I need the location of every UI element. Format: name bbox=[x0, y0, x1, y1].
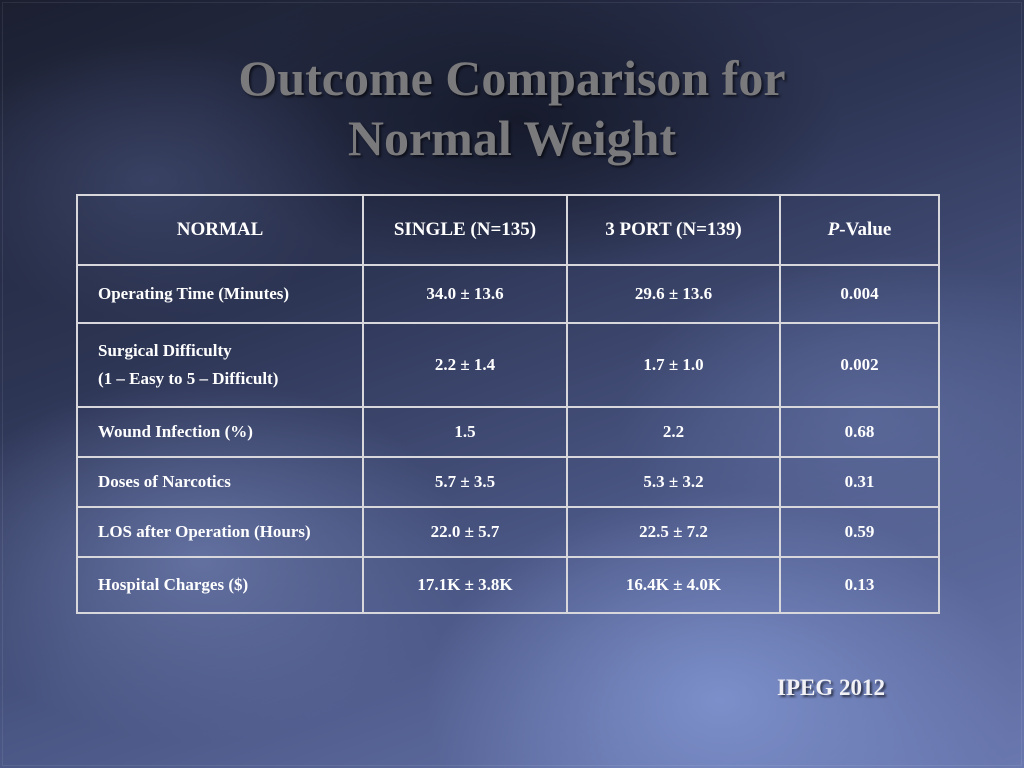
cell-single: 34.0 ± 13.6 bbox=[362, 264, 568, 324]
slide-title-line-1: Outcome Comparison for bbox=[238, 50, 786, 106]
row-label-line-2: (1 – Easy to 5 – Difficult) bbox=[98, 369, 279, 388]
table-row: Surgical Difficulty (1 – Easy to 5 – Dif… bbox=[76, 322, 940, 408]
outcome-table: NORMAL SINGLE (N=135) 3 PORT (N=139) P-V… bbox=[76, 194, 940, 614]
cell-3-port: 5.3 ± 3.2 bbox=[566, 456, 781, 508]
table-row: Wound Infection (%) 1.5 2.2 0.68 bbox=[76, 406, 940, 458]
slide-title: Outcome Comparison for Normal Weight bbox=[0, 48, 1024, 168]
row-label: Hospital Charges ($) bbox=[76, 556, 364, 614]
row-label: Doses of Narcotics bbox=[76, 456, 364, 508]
slide-title-line-2: Normal Weight bbox=[347, 110, 677, 166]
cell-p-value: 0.59 bbox=[779, 506, 940, 558]
header-p-letter: P bbox=[827, 219, 840, 240]
row-label: Operating Time (Minutes) bbox=[76, 264, 364, 324]
cell-p-value: 0.002 bbox=[779, 322, 940, 408]
footer-ipeg-label: IPEG 2012 bbox=[777, 675, 885, 700]
cell-p-value: 0.68 bbox=[779, 406, 940, 458]
row-label: Wound Infection (%) bbox=[76, 406, 364, 458]
cell-3-port: 1.7 ± 1.0 bbox=[566, 322, 781, 408]
header-single: SINGLE (N=135) bbox=[362, 194, 568, 266]
table-row: LOS after Operation (Hours) 22.0 ± 5.7 2… bbox=[76, 506, 940, 558]
cell-3-port: 16.4K ± 4.0K bbox=[566, 556, 781, 614]
header-normal: NORMAL bbox=[76, 194, 364, 266]
header-p-value: P-Value bbox=[779, 194, 940, 266]
table-row: Hospital Charges ($) 17.1K ± 3.8K 16.4K … bbox=[76, 556, 940, 614]
table-header-row: NORMAL SINGLE (N=135) 3 PORT (N=139) P-V… bbox=[76, 194, 940, 266]
cell-3-port: 22.5 ± 7.2 bbox=[566, 506, 781, 558]
row-label: LOS after Operation (Hours) bbox=[76, 506, 364, 558]
cell-single: 2.2 ± 1.4 bbox=[362, 322, 568, 408]
row-label: Surgical Difficulty (1 – Easy to 5 – Dif… bbox=[76, 322, 364, 408]
cell-single: 1.5 bbox=[362, 406, 568, 458]
cell-p-value: 0.004 bbox=[779, 264, 940, 324]
cell-single: 22.0 ± 5.7 bbox=[362, 506, 568, 558]
table-row: Doses of Narcotics 5.7 ± 3.5 5.3 ± 3.2 0… bbox=[76, 456, 940, 508]
header-3-port: 3 PORT (N=139) bbox=[566, 194, 781, 266]
cell-3-port: 29.6 ± 13.6 bbox=[566, 264, 781, 324]
cell-p-value: 0.13 bbox=[779, 556, 940, 614]
table-row: Operating Time (Minutes) 34.0 ± 13.6 29.… bbox=[76, 264, 940, 324]
cell-3-port: 2.2 bbox=[566, 406, 781, 458]
cell-p-value: 0.31 bbox=[779, 456, 940, 508]
header-p-suffix: -Value bbox=[839, 219, 892, 240]
cell-single: 17.1K ± 3.8K bbox=[362, 556, 568, 614]
row-label-line-1: Surgical Difficulty bbox=[98, 341, 232, 360]
cell-single: 5.7 ± 3.5 bbox=[362, 456, 568, 508]
